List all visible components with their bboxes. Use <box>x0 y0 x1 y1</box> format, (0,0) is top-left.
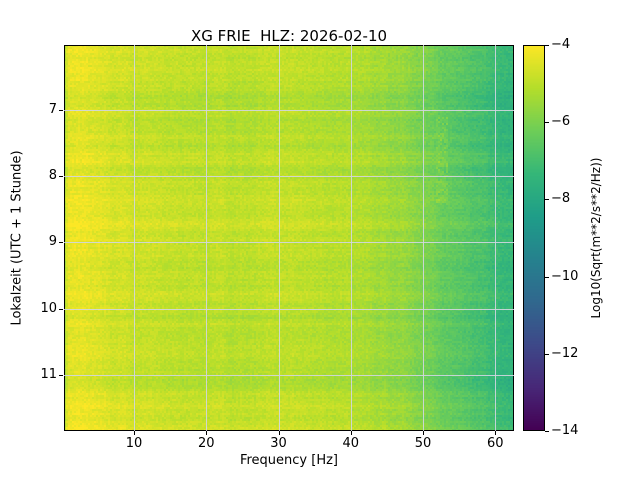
colorbar-tick-label: −10 <box>551 268 579 284</box>
colorbar <box>523 45 545 431</box>
x-tick-mark <box>206 431 208 435</box>
y-tick-mark <box>59 374 63 376</box>
colorbar-tick-label: −12 <box>551 345 579 361</box>
x-tick-mark <box>134 431 136 435</box>
colorbar-tick-mark <box>545 199 549 201</box>
x-tick-label: 60 <box>486 436 504 451</box>
y-tick-label: 10 <box>40 300 57 316</box>
colorbar-tick-mark <box>545 45 549 46</box>
y-tick-label: 7 <box>48 101 57 117</box>
colorbar-tick-mark <box>545 276 549 278</box>
colorbar-label: Log10(Sqrt(m**2/s**2/Hz)) <box>589 157 603 319</box>
y-tick-label: 9 <box>48 234 57 250</box>
x-tick-mark <box>278 431 280 435</box>
colorbar-tick-label: −4 <box>551 37 571 52</box>
y-tick-mark <box>59 308 63 310</box>
x-tick-label: 50 <box>414 436 432 451</box>
colorbar-tick-mark <box>545 353 549 355</box>
x-tick-mark <box>422 431 424 435</box>
x-tick-mark <box>495 431 497 435</box>
colorbar-tick-label: −6 <box>551 114 571 130</box>
y-tick-mark <box>59 242 63 244</box>
y-tick-label: 11 <box>40 366 57 382</box>
x-tick-label: 30 <box>270 436 287 451</box>
x-tick-label: 10 <box>125 436 143 451</box>
y-tick-label: 8 <box>48 168 57 184</box>
y-tick-mark <box>59 176 63 178</box>
colorbar-tick-label: −14 <box>551 423 579 438</box>
colorbar-tick-mark <box>545 122 549 124</box>
y-tick-mark <box>59 109 63 111</box>
colorbar-tick-mark <box>545 431 549 432</box>
x-axis-label: Frequency [Hz] <box>239 453 339 468</box>
spectrogram-heatmap <box>64 45 514 431</box>
colorbar-tick-label: −8 <box>551 191 571 207</box>
chart-title: XG FRIE HLZ: 2026-02-10 <box>190 27 388 45</box>
x-tick-label: 20 <box>198 436 215 451</box>
x-tick-mark <box>350 431 352 435</box>
x-tick-label: 40 <box>342 436 360 451</box>
